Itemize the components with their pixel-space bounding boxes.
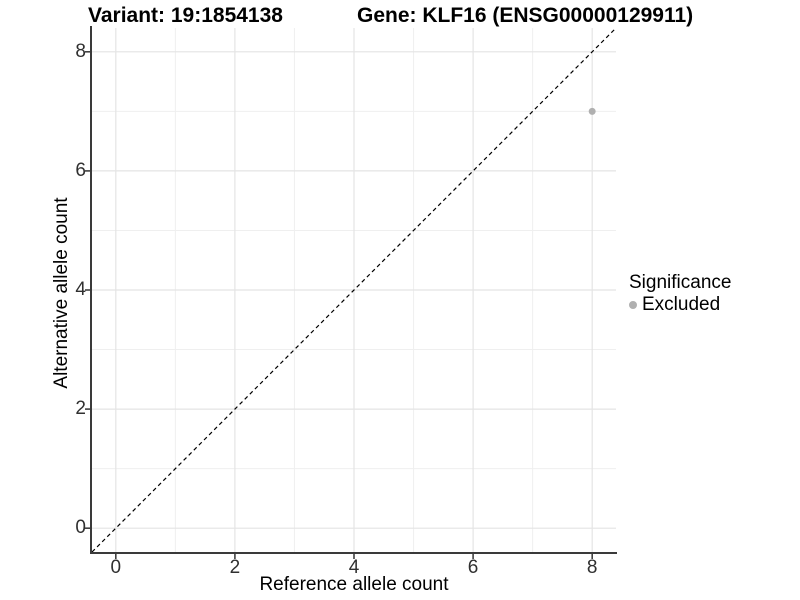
data-point bbox=[588, 107, 596, 115]
y-tick-label: 2 bbox=[75, 398, 86, 420]
legend-item-label: Excluded bbox=[642, 294, 721, 315]
y-tick-label: 6 bbox=[75, 159, 86, 181]
y-tick-label: 4 bbox=[75, 279, 86, 300]
x-tick-label: 0 bbox=[110, 557, 122, 578]
legend: Significance Excluded bbox=[629, 272, 731, 315]
identity-dashed-line bbox=[91, 27, 617, 553]
y-tick-label: 0 bbox=[75, 517, 86, 539]
x-tick-label: 6 bbox=[467, 557, 479, 578]
legend-title: Significance bbox=[629, 272, 732, 293]
plot-title-variant: Variant: 19:1854138 bbox=[88, 4, 283, 27]
excluded-point-icon bbox=[629, 300, 637, 309]
plot-title-gene: Gene: KLF16 (ENSG00000129911) bbox=[357, 4, 694, 27]
x-tick-label: 8 bbox=[586, 557, 598, 578]
x-tick-label: 4 bbox=[348, 557, 360, 578]
y-axis-title: Alternative allele count bbox=[51, 197, 72, 389]
y-tick-label: 8 bbox=[75, 40, 86, 62]
x-axis-title: Reference allele count bbox=[259, 574, 449, 595]
legend-item-excluded: Excluded bbox=[629, 294, 731, 315]
x-tick-label: 2 bbox=[229, 557, 241, 578]
